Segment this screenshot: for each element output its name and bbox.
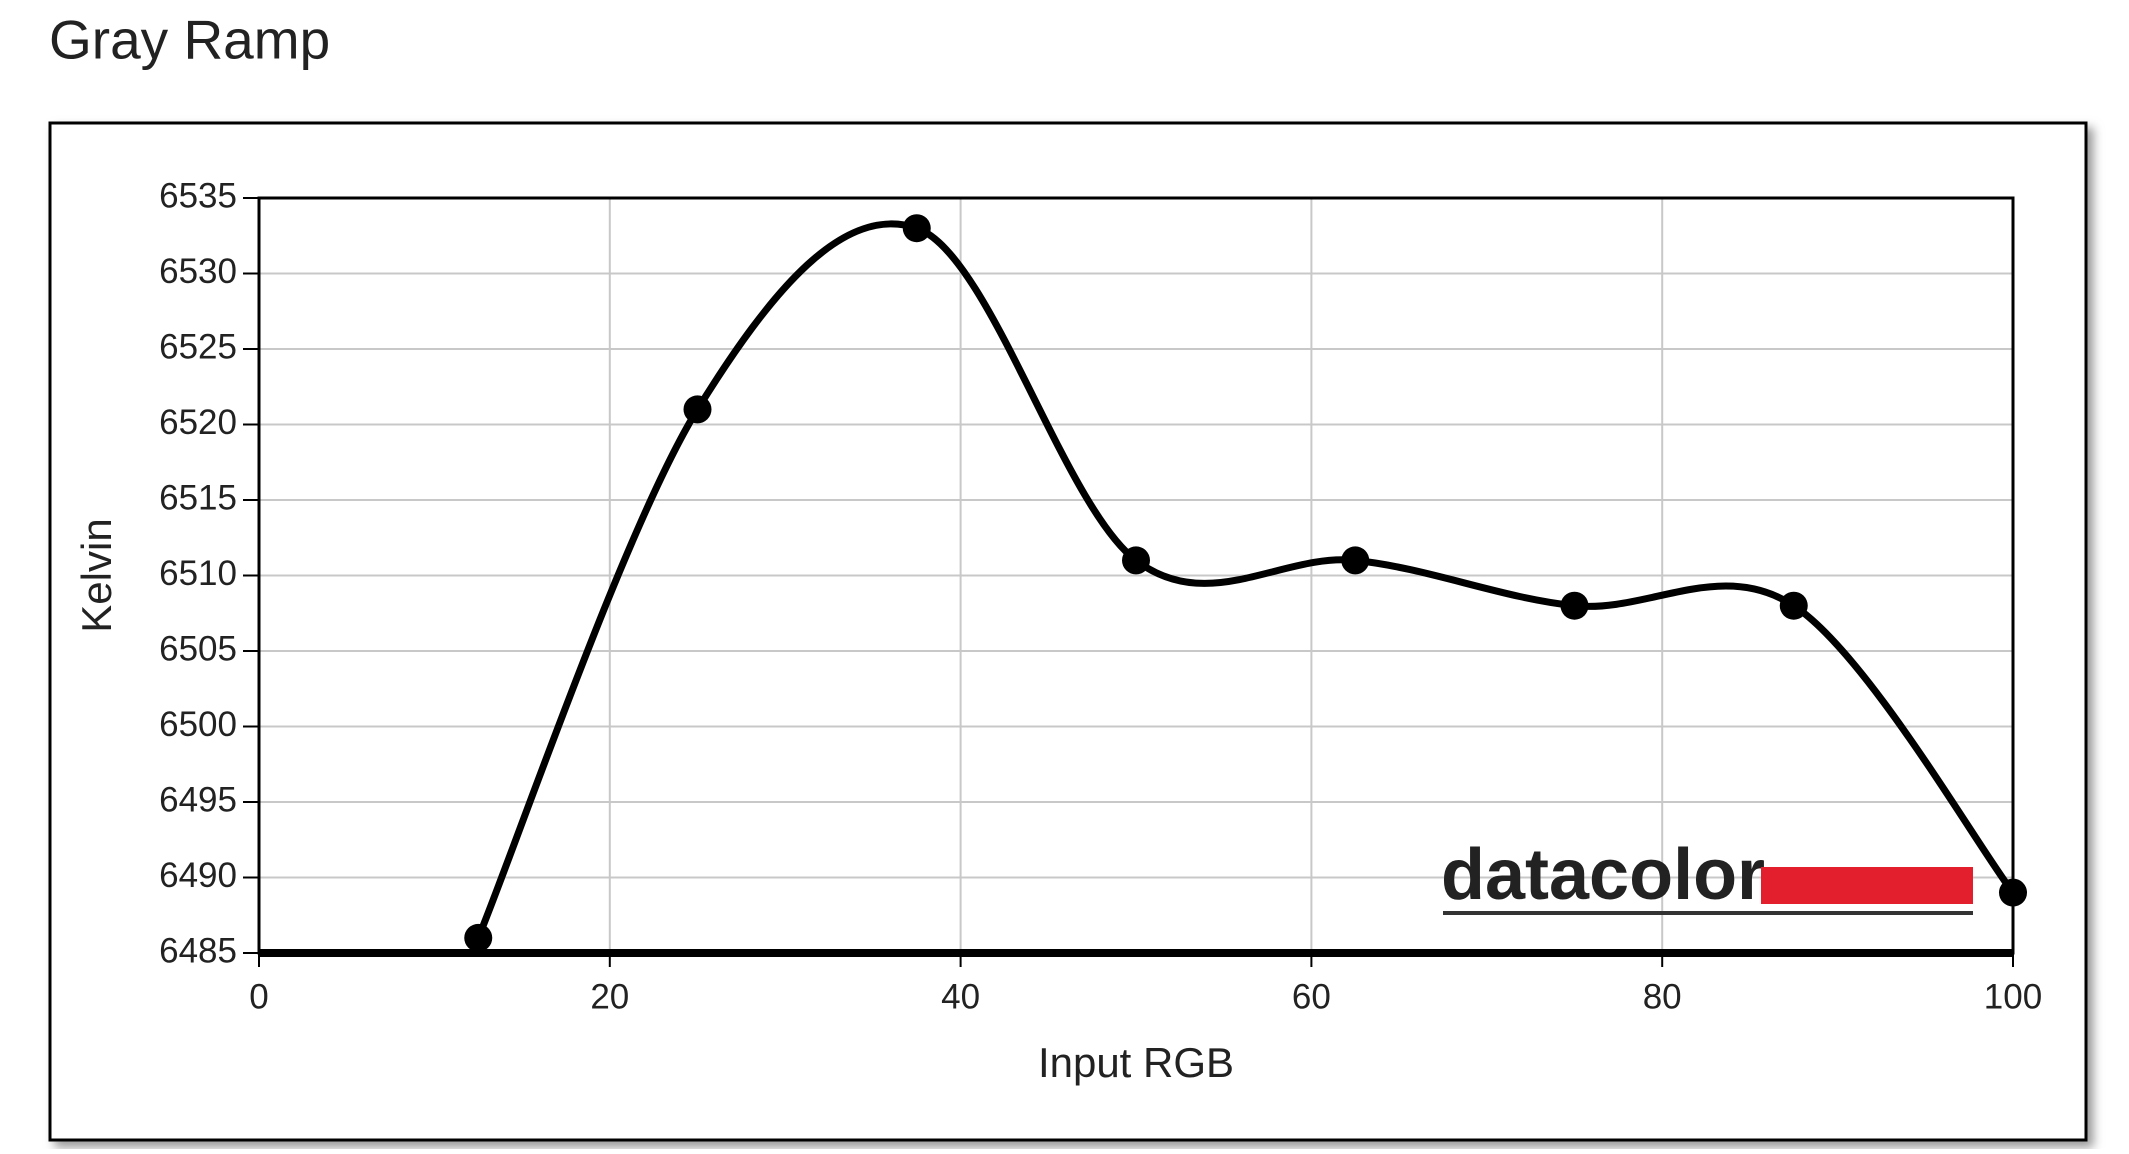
logo-bar [1761, 867, 1973, 904]
x-tick-label: 0 [249, 977, 268, 1016]
point [1999, 878, 2027, 907]
x-tick-label: 40 [941, 977, 980, 1016]
y-tick-label: 6485 [159, 931, 237, 970]
y-tick-label: 6535 [159, 176, 237, 215]
point [1779, 591, 1808, 620]
y-tick-label: 6505 [159, 629, 237, 668]
point [902, 214, 931, 243]
point [683, 395, 712, 424]
x-tick-label: 60 [1292, 977, 1331, 1016]
x-tick-label: 80 [1643, 977, 1682, 1016]
point [1341, 546, 1370, 575]
y-tick-label: 6525 [159, 327, 237, 366]
point [1560, 591, 1589, 620]
point [464, 923, 493, 952]
y-tick-label: 6495 [159, 780, 237, 819]
y-tick-label: 6510 [159, 554, 237, 593]
x-tick-label: 20 [590, 977, 629, 1016]
x-tick-label: 100 [1984, 977, 2042, 1016]
point [1122, 546, 1150, 575]
y-tick-label: 6515 [159, 478, 237, 517]
y-tick-label: 6520 [159, 403, 237, 442]
logo-text: datacolor [1441, 835, 1765, 915]
y-tick-label: 6490 [159, 856, 237, 895]
y-tick-label: 6500 [159, 705, 237, 744]
chart-title: Gray Ramp [49, 9, 330, 71]
x-axis-label: Input RGB [1038, 1039, 1234, 1086]
chart-frame [48, 121, 2088, 1142]
y-axis-label: Kelvin [73, 518, 120, 632]
y-tick-label: 6530 [159, 252, 237, 291]
